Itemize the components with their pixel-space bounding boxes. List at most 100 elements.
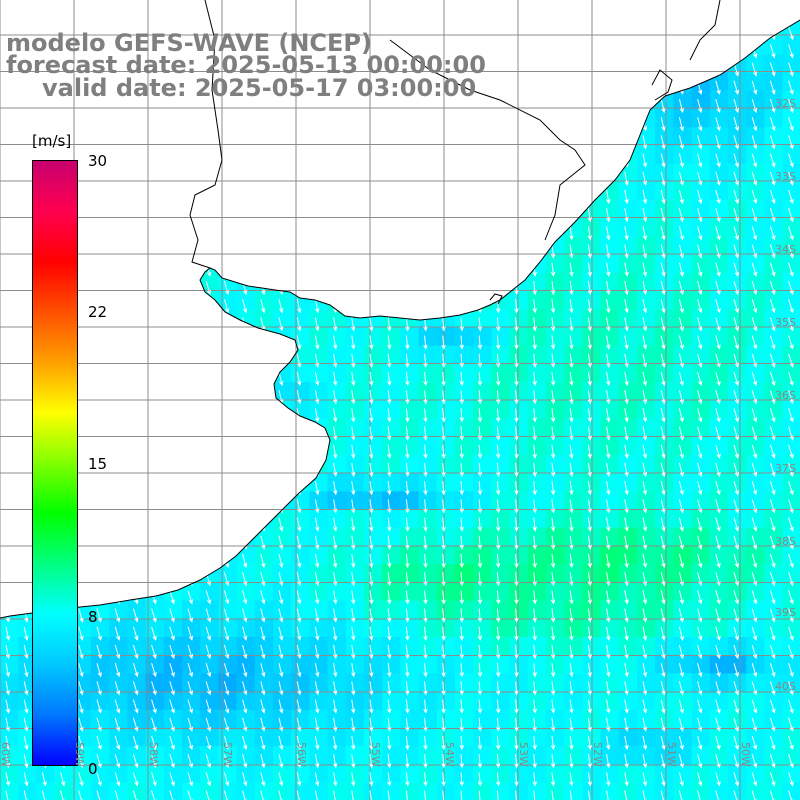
wind-arrow [624,553,629,569]
wind-arrow [495,608,501,623]
wind-cell [509,400,529,420]
wind-arrow [642,408,648,423]
wind-arrow [60,772,66,787]
wind-arrow [751,262,758,277]
wind-cell [527,673,547,693]
wind-arrow [260,299,266,314]
wind-cell [109,728,128,747]
wind-arrow [205,280,212,296]
wind-arrow [697,717,703,732]
wind-arrow [405,717,410,732]
wind-cell [746,764,765,784]
wind-cell [637,345,656,365]
wind-arrow [769,444,776,459]
wind-arrow [715,481,721,496]
wind-cell [782,127,800,147]
wind-arrow [697,244,703,259]
wind-arrow [514,626,519,641]
wind-cell [764,218,784,238]
wind-arrow [23,626,29,641]
wind-cell [764,200,784,219]
wind-arrow [459,462,464,478]
wind-arrow [132,735,139,751]
wind-cell [691,163,711,183]
wind-cell [436,327,456,347]
wind-arrow [296,699,302,714]
wind-arrow [387,390,392,405]
wind-arrow [532,280,537,296]
wind-arrow [423,717,428,732]
wind-arrow [550,408,556,423]
wind-cell [655,254,674,274]
wind-cell [273,546,292,565]
wind-arrow [532,481,537,496]
wind-cell [491,564,511,583]
wind-cell [564,473,583,492]
wind-arrow [587,681,592,696]
wind-arrow [788,717,794,732]
wind-arrow [333,408,338,423]
wind-arrow [624,772,629,787]
wind-arrow [788,754,794,769]
wind-arrow [751,62,758,77]
wind-cell [564,309,583,329]
wind-cell [400,382,420,401]
wind-cell [618,254,638,274]
wind-arrow [733,280,739,296]
wind-arrow [587,772,592,787]
wind-cell [691,418,711,438]
wind-cell [655,145,674,165]
wind-arrow [333,590,338,605]
wind-arrow [769,499,776,514]
wind-cell [364,327,383,347]
wind-arrow [642,772,648,787]
wind-arrow [441,444,446,459]
wind-arrow [459,772,464,787]
wind-cell [764,709,784,729]
wind-arrow [423,699,428,714]
wind-cell [728,491,747,511]
wind-cell [655,109,674,128]
wind-arrow [678,135,684,150]
wind-cell [746,673,765,693]
wind-cell [709,491,729,511]
wind-cell [546,455,565,474]
wind-arrow [678,717,684,732]
wind-arrow [624,699,629,714]
wind-cell [655,291,674,310]
wind-arrow [187,790,194,800]
wind-cell [764,236,784,256]
wind-cell [673,455,693,474]
wind-arrow [78,735,84,751]
wind-cell [618,546,638,565]
wind-arrow [715,117,721,132]
wind-arrow [550,390,556,405]
wind-arrow [788,171,794,186]
wind-arrow [459,517,464,532]
wind-arrow [678,153,684,168]
wind-cell [764,36,784,56]
wind-arrow [751,681,758,696]
wind-cell [691,91,711,110]
wind-cell [309,509,329,529]
wind-cell [546,709,565,729]
wind-arrow [459,444,464,459]
wind-cell [345,582,365,602]
wind-arrow [169,717,175,732]
wind-arrow [624,171,629,186]
wind-cell [655,309,674,329]
wind-arrow [477,317,483,332]
wind-cell [491,491,511,511]
wind-cell [691,764,711,784]
wind-cell [309,618,329,638]
wind-cell [655,218,674,238]
wind-arrow [333,553,338,569]
wind-arrow [441,772,446,787]
wind-arrow [369,626,374,641]
wind-cell [327,327,347,347]
wind-cell [527,746,547,765]
wind-arrow [314,371,320,387]
wind-arrow [642,153,648,168]
wind-cell [764,764,784,784]
wind-cell [382,655,401,674]
